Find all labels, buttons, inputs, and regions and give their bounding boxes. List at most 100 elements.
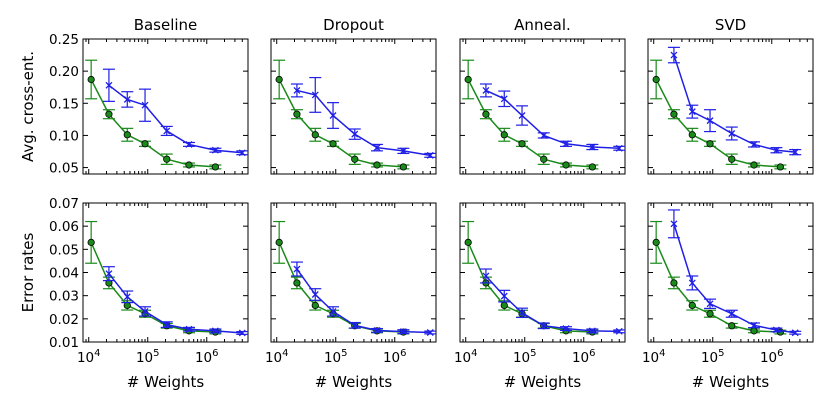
data-point-circle bbox=[373, 161, 381, 169]
y-tick-label: 0.20 bbox=[49, 64, 79, 80]
data-point-cross bbox=[141, 307, 149, 315]
data-point-cross bbox=[426, 151, 434, 159]
data-point-circle bbox=[500, 301, 508, 309]
panel-r0-c0: 0.05 0.10 0.15 0.20 0.25 bbox=[49, 32, 249, 177]
series-blue-crosses bbox=[102, 68, 248, 157]
data-point-cross bbox=[518, 112, 526, 119]
data-point-cross bbox=[426, 329, 434, 336]
data-point-cross bbox=[329, 307, 337, 315]
x-tick-label: 104 bbox=[454, 348, 478, 366]
data-point-cross bbox=[238, 149, 246, 157]
data-point-cross bbox=[123, 293, 131, 301]
data-point-circle bbox=[163, 155, 171, 163]
data-point-cross bbox=[373, 326, 381, 334]
data-point-cross bbox=[211, 327, 219, 335]
y-tick-label: 0.03 bbox=[49, 289, 79, 305]
series-green-circles bbox=[85, 220, 222, 336]
data-point-cross bbox=[500, 292, 508, 300]
data-point-circle bbox=[652, 238, 660, 246]
data-point-cross bbox=[670, 51, 678, 59]
data-point-circle bbox=[562, 161, 570, 169]
data-point-cross bbox=[706, 117, 714, 125]
data-point-cross bbox=[588, 327, 596, 335]
x-tick-label: 106 bbox=[383, 348, 407, 366]
data-point-circle bbox=[750, 161, 758, 169]
x-tick-label: 104 bbox=[265, 348, 289, 366]
series-line-blue-crosses bbox=[485, 89, 620, 150]
series-line-green-circles bbox=[90, 242, 216, 333]
data-point-cross bbox=[351, 321, 359, 329]
data-point-cross bbox=[750, 140, 758, 148]
series-green-circles bbox=[650, 59, 787, 171]
y-tick-label: 0.25 bbox=[49, 32, 79, 48]
data-point-circle bbox=[185, 161, 193, 169]
x-tick-label: 105 bbox=[701, 348, 725, 366]
data-point-circle bbox=[706, 140, 714, 148]
data-point-cross bbox=[123, 95, 131, 103]
series-green-circles bbox=[273, 220, 410, 336]
series-blue-crosses bbox=[479, 83, 625, 152]
data-point-cross bbox=[163, 321, 171, 329]
panel-title-1: Dropout bbox=[323, 16, 384, 34]
x-tick-label: 106 bbox=[572, 348, 596, 366]
data-point-circle bbox=[275, 75, 283, 84]
series-blue-crosses bbox=[290, 261, 436, 336]
data-point-circle bbox=[464, 75, 472, 84]
panel-data bbox=[85, 220, 248, 337]
data-point-cross bbox=[562, 140, 570, 148]
data-point-circle bbox=[706, 310, 714, 318]
data-point-cross bbox=[688, 108, 696, 116]
panel-r1-c3: 104 105 106 # Weights bbox=[642, 202, 814, 391]
data-point-circle bbox=[293, 110, 301, 118]
data-point-cross bbox=[772, 146, 780, 154]
data-point-cross bbox=[211, 146, 219, 154]
x-axis-label: # Weights bbox=[127, 373, 205, 391]
data-point-circle bbox=[776, 163, 784, 171]
y-tick-label: 0.05 bbox=[49, 242, 79, 258]
data-point-circle bbox=[464, 238, 472, 246]
y-tick-label: 0.04 bbox=[49, 266, 79, 282]
x-tick-label: 106 bbox=[760, 348, 784, 366]
data-point-circle bbox=[123, 131, 131, 139]
data-point-circle bbox=[750, 327, 758, 335]
data-point-cross bbox=[688, 279, 696, 287]
data-point-cross bbox=[791, 329, 799, 337]
data-point-cross bbox=[615, 327, 623, 335]
data-point-circle bbox=[329, 140, 337, 148]
data-point-circle bbox=[482, 110, 490, 118]
panel-data bbox=[85, 59, 248, 171]
x-tick-label: 105 bbox=[324, 348, 348, 366]
y-axis-label-row-1: Error rates bbox=[19, 233, 37, 313]
x-axis-label: # Weights bbox=[692, 373, 770, 391]
panel-data bbox=[273, 220, 436, 336]
y-tick-label: 0.06 bbox=[49, 219, 79, 235]
y-tick-label: 0.05 bbox=[49, 161, 79, 177]
series-green-circles bbox=[462, 59, 599, 171]
data-point-circle bbox=[728, 155, 736, 163]
series-line-blue-crosses bbox=[108, 84, 243, 154]
x-tick-label: 104 bbox=[77, 348, 101, 366]
data-point-circle bbox=[688, 301, 696, 309]
data-point-cross bbox=[518, 309, 526, 317]
data-point-cross bbox=[562, 325, 570, 333]
series-line-green-circles bbox=[655, 242, 781, 333]
panel-title-2: Anneal. bbox=[514, 16, 571, 34]
data-point-cross bbox=[588, 143, 596, 151]
panel-r0-c2 bbox=[459, 38, 626, 175]
data-point-cross bbox=[311, 291, 319, 298]
series-blue-crosses bbox=[102, 266, 248, 337]
series-green-circles bbox=[273, 59, 410, 171]
panel-title-3: SVD bbox=[715, 16, 746, 34]
data-point-cross bbox=[293, 86, 301, 94]
series-green-circles bbox=[85, 59, 222, 171]
data-point-cross bbox=[482, 272, 490, 280]
series-line-green-circles bbox=[655, 79, 781, 168]
x-tick-label: 105 bbox=[136, 348, 160, 366]
data-point-cross bbox=[311, 91, 319, 99]
data-point-circle bbox=[518, 140, 526, 148]
data-point-cross bbox=[105, 270, 113, 278]
data-point-cross bbox=[540, 131, 548, 139]
data-point-cross bbox=[329, 112, 337, 119]
panel-r0-c1 bbox=[270, 38, 437, 175]
data-point-circle bbox=[87, 238, 95, 246]
